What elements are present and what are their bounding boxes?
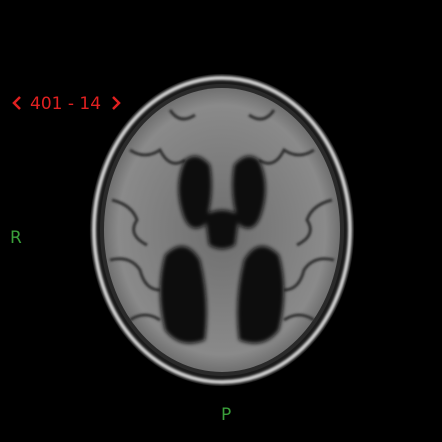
mri-slice: [90, 74, 354, 386]
prev-arrow: [12, 96, 21, 110]
series-indicator: 401 - 14: [12, 94, 121, 114]
skull-ring: [92, 76, 352, 384]
series-label: 401 - 14: [30, 94, 101, 114]
orientation-bottom: P: [221, 405, 231, 425]
next-arrow: [112, 96, 121, 110]
sulci: [109, 109, 335, 322]
ventricles: [160, 156, 284, 344]
orientation-left: R: [10, 228, 22, 248]
